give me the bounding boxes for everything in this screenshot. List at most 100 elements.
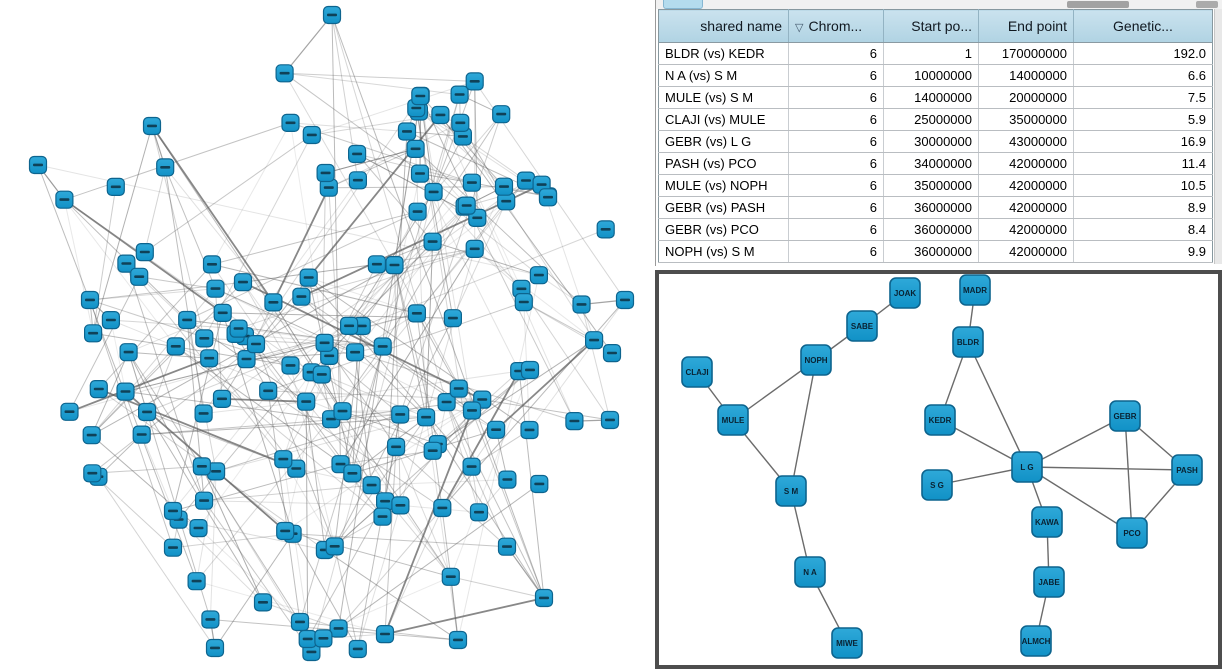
network-node[interactable] xyxy=(457,196,476,215)
network-node[interactable] xyxy=(316,163,335,183)
node-PCO[interactable]: PCO xyxy=(1116,517,1148,549)
network-node[interactable] xyxy=(200,349,219,368)
network-node[interactable] xyxy=(117,254,136,273)
network-node[interactable] xyxy=(213,303,232,322)
network-node[interactable] xyxy=(387,437,406,456)
network-node[interactable] xyxy=(207,462,226,481)
network-node[interactable] xyxy=(450,85,469,104)
network-node[interactable] xyxy=(465,239,484,258)
network-node[interactable] xyxy=(441,567,460,586)
network-node[interactable] xyxy=(407,304,426,323)
table-row[interactable]: GEBR (vs) L G 6 30000000 43000000 16.9 xyxy=(658,130,1213,153)
network-node[interactable] xyxy=(385,256,404,275)
network-node[interactable] xyxy=(433,498,452,518)
network-node[interactable] xyxy=(348,639,367,659)
node-S-G[interactable]: S G xyxy=(921,469,953,501)
network-node[interactable] xyxy=(376,492,395,511)
network-node[interactable] xyxy=(192,457,211,476)
network-node[interactable] xyxy=(373,507,392,526)
network-node[interactable] xyxy=(343,464,362,483)
network-node[interactable] xyxy=(596,220,615,239)
node-SABE[interactable]: SABE xyxy=(846,310,878,342)
network-node[interactable] xyxy=(325,537,344,556)
column-header-genetic[interactable]: Genetic... xyxy=(1073,9,1213,43)
network-node[interactable] xyxy=(410,164,430,183)
network-node[interactable] xyxy=(298,629,317,649)
network-node[interactable] xyxy=(166,337,185,356)
table-row[interactable]: GEBR (vs) PASH 6 36000000 42000000 8.9 xyxy=(658,196,1213,219)
table-row[interactable]: MULE (vs) NOPH 6 35000000 42000000 10.5 xyxy=(658,174,1213,197)
network-node[interactable] xyxy=(195,329,214,348)
network-node[interactable] xyxy=(281,356,300,375)
network-node[interactable] xyxy=(530,474,549,494)
network-node[interactable] xyxy=(28,155,48,175)
network-node[interactable] xyxy=(274,450,293,469)
network-node[interactable] xyxy=(195,491,214,510)
network-node[interactable] xyxy=(462,401,482,420)
network-node[interactable] xyxy=(443,309,462,328)
table-row[interactable]: PASH (vs) PCO 6 34000000 42000000 11.4 xyxy=(658,152,1213,175)
network-node[interactable] xyxy=(584,331,604,350)
table-row[interactable]: N A (vs) S M 6 10000000 14000000 6.6 xyxy=(658,64,1213,87)
network-node[interactable] xyxy=(451,113,470,133)
network-node[interactable] xyxy=(322,5,342,25)
network-node[interactable] xyxy=(602,344,622,363)
node-JABE[interactable]: JABE xyxy=(1033,566,1065,598)
network-node[interactable] xyxy=(348,171,367,190)
node-MIWE[interactable]: MIWE xyxy=(831,627,863,659)
node-CLAJI[interactable]: CLAJI xyxy=(681,356,713,388)
network-node[interactable] xyxy=(497,537,517,556)
network-node[interactable] xyxy=(565,412,584,431)
network-node[interactable] xyxy=(492,105,511,124)
network-node[interactable] xyxy=(520,360,540,380)
network-node[interactable] xyxy=(253,593,273,612)
network-node[interactable] xyxy=(194,404,213,423)
network-edge[interactable] xyxy=(1026,415,1126,468)
node-MULE[interactable]: MULE xyxy=(717,404,749,436)
network-node[interactable] xyxy=(437,393,456,412)
column-header-chromosome[interactable]: ▽ Chrom... xyxy=(788,9,884,43)
network-node[interactable] xyxy=(498,470,517,489)
network-node[interactable] xyxy=(206,279,225,298)
network-node[interactable] xyxy=(494,177,514,196)
network-node[interactable] xyxy=(292,287,311,306)
network-node[interactable] xyxy=(246,335,266,354)
network-node[interactable] xyxy=(281,113,300,133)
network-node[interactable] xyxy=(449,379,468,398)
network-node[interactable] xyxy=(340,316,359,335)
network-node[interactable] xyxy=(156,158,175,177)
network-node[interactable] xyxy=(275,64,294,83)
network-node[interactable] xyxy=(520,420,539,440)
network-node[interactable] xyxy=(397,122,417,141)
network-node[interactable] xyxy=(615,290,635,310)
network-node[interactable] xyxy=(101,311,121,330)
network-node[interactable] xyxy=(465,72,484,91)
network-node[interactable] xyxy=(346,343,365,362)
network-node[interactable] xyxy=(417,408,436,427)
table-row[interactable]: BLDR (vs) KEDR 6 1 170000000 192.0 xyxy=(658,42,1213,65)
network-node[interactable] xyxy=(329,619,348,638)
network-node[interactable] xyxy=(572,295,591,314)
network-node[interactable] xyxy=(132,425,151,444)
column-header-end-point[interactable]: End point xyxy=(978,9,1074,43)
network-node[interactable] xyxy=(202,255,222,274)
network-node[interactable] xyxy=(55,190,74,209)
node-NOPH[interactable]: NOPH xyxy=(800,344,832,376)
node-S-M[interactable]: S M xyxy=(775,475,807,507)
table-row[interactable]: NOPH (vs) S M 6 36000000 42000000 9.9 xyxy=(658,240,1213,263)
network-node[interactable] xyxy=(362,476,381,495)
network-node[interactable] xyxy=(406,139,425,158)
network-node[interactable] xyxy=(448,630,468,650)
network-node[interactable] xyxy=(514,293,533,312)
node-MADR[interactable]: MADR xyxy=(959,274,991,306)
network-node[interactable] xyxy=(375,624,395,644)
network-node[interactable] xyxy=(80,290,100,310)
network-node[interactable] xyxy=(205,638,225,658)
network-node[interactable] xyxy=(259,381,278,400)
network-node[interactable] xyxy=(391,496,410,515)
network-node[interactable] xyxy=(512,279,531,298)
network-node[interactable] xyxy=(538,188,558,207)
network-node[interactable] xyxy=(276,521,295,541)
network-node[interactable] xyxy=(534,588,554,608)
node-KAWA[interactable]: KAWA xyxy=(1031,506,1063,538)
